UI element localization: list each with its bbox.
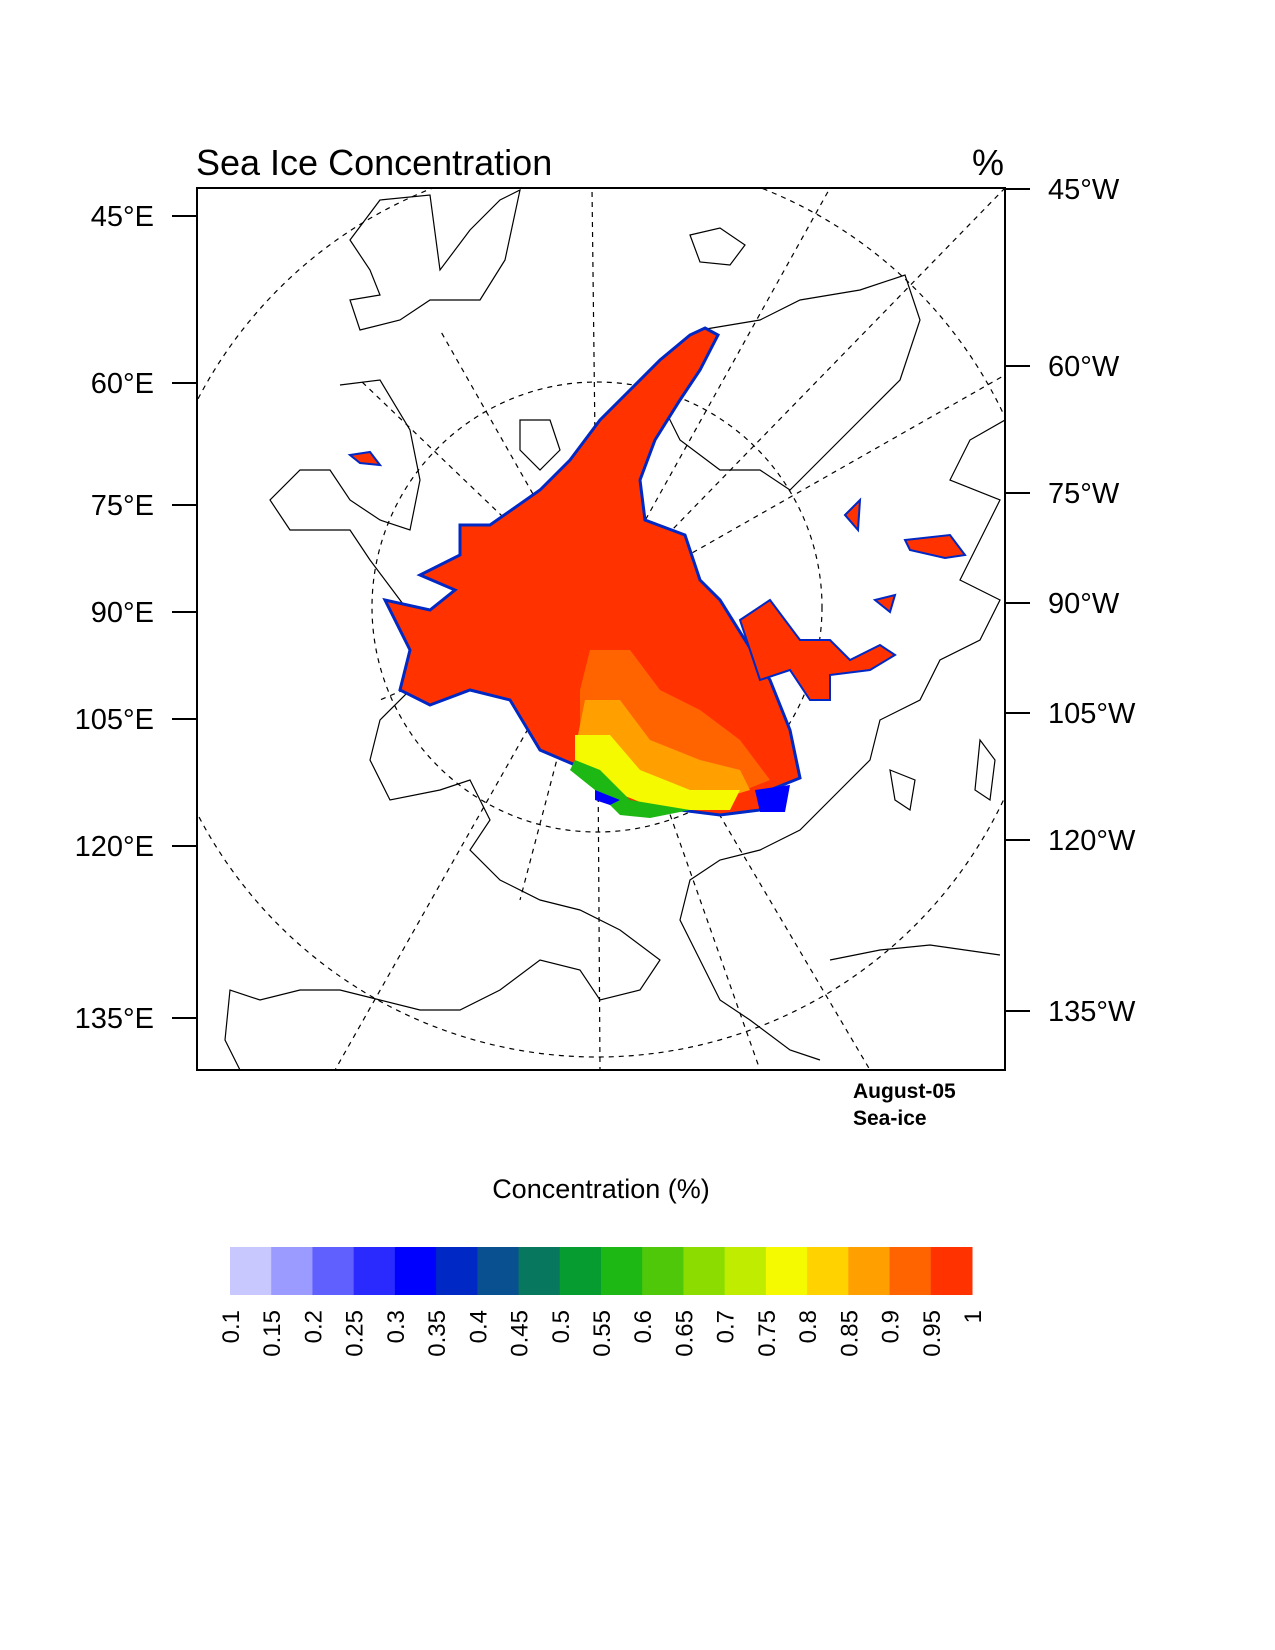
colorbar-swatch xyxy=(683,1247,726,1295)
colorbar-swatch xyxy=(642,1247,684,1295)
coastlines xyxy=(224,188,1005,1070)
colorbar-level-label: 0.85 xyxy=(836,1310,863,1357)
colorbar-swatch xyxy=(889,1247,932,1295)
colorbar-level-label: 0.45 xyxy=(507,1310,534,1357)
right-tick-label: 105°W xyxy=(1048,698,1136,730)
right-tick-label: 135°W xyxy=(1048,996,1136,1028)
right-tick-label: 90°W xyxy=(1048,588,1120,620)
right-tick-label: 120°W xyxy=(1048,825,1136,857)
colorbar-swatch xyxy=(848,1247,891,1295)
map-content xyxy=(197,188,1005,1070)
colorbar-swatch xyxy=(724,1247,767,1295)
left-tick-label: 135°E xyxy=(75,1003,154,1035)
colorbar-level-label: 0.65 xyxy=(671,1310,698,1357)
left-tick-label: 60°E xyxy=(91,368,154,400)
annotation-variable: Sea-ice xyxy=(853,1107,927,1130)
colorbar-swatch xyxy=(930,1247,973,1295)
colorbar-level-label: 0.7 xyxy=(713,1310,740,1343)
map-frame xyxy=(196,187,1006,1071)
colorbar-level-label: 0.8 xyxy=(795,1310,822,1343)
colorbar-level-label: 0.5 xyxy=(548,1310,575,1343)
right-tick-label: 45°W xyxy=(1048,174,1120,206)
colorbar-swatch xyxy=(436,1247,478,1295)
colorbar-swatch xyxy=(477,1247,520,1295)
left-tick-label: 120°E xyxy=(75,831,154,863)
map-area xyxy=(196,187,1006,1071)
units-label: % xyxy=(972,142,1004,183)
colorbar-level-label: 0.35 xyxy=(424,1310,451,1357)
colorbar-swatch xyxy=(601,1247,643,1295)
colorbar-swatch xyxy=(312,1247,355,1295)
colorbar-swatch xyxy=(559,1247,602,1295)
left-tick-label: 105°E xyxy=(75,704,154,736)
colorbar-level-label: 0.2 xyxy=(300,1310,327,1343)
colorbar-level-label: 0.15 xyxy=(259,1310,286,1357)
right-tick-label: 75°W xyxy=(1048,478,1120,510)
colorbar-level-label: 0.6 xyxy=(630,1310,657,1343)
colorbar-level-label: 0.75 xyxy=(754,1310,781,1357)
colorbar-swatch xyxy=(765,1247,808,1295)
colorbar-level-label: 0.25 xyxy=(342,1310,369,1357)
colorbar: 0.1 0.15 0.2 0.25 0.3 0.35 0.4 0.45 0.5 0.55 0.6 0.… xyxy=(218,1247,987,1357)
annotation-date: August-05 xyxy=(853,1080,956,1103)
colorbar-level-label: 0.4 xyxy=(465,1310,492,1343)
left-tick-label: 75°E xyxy=(91,490,154,522)
sea-ice-field xyxy=(347,326,967,818)
colorbar-level-label: 0.3 xyxy=(383,1310,410,1343)
colorbar-swatch xyxy=(394,1247,437,1295)
lat-lon-ticks: 45°E 60°E 75°E 90°E 105°E 120°E 135°E 45°W 60°W 7… xyxy=(75,174,1136,1035)
colorbar-swatch xyxy=(518,1247,561,1295)
colorbar-level-label: 0.9 xyxy=(878,1310,905,1343)
left-tick-label: 90°E xyxy=(91,597,154,629)
colorbar-swatch xyxy=(271,1247,313,1295)
colorbar-level-label: 0.1 xyxy=(218,1310,245,1343)
colorbar-level-label: 0.55 xyxy=(589,1310,616,1357)
colorbar-level-label: 1 xyxy=(960,1310,987,1323)
right-tick-label: 60°W xyxy=(1048,351,1120,383)
left-tick-label: 45°E xyxy=(91,201,154,233)
colorbar-swatch xyxy=(230,1247,272,1295)
chart-title: Sea Ice Concentration xyxy=(196,142,552,183)
colorbar-swatch xyxy=(807,1247,849,1295)
colorbar-level-label: 0.95 xyxy=(919,1310,946,1357)
colorbar-swatch xyxy=(353,1247,396,1295)
colorbar-title: Concentration (%) xyxy=(492,1174,710,1204)
